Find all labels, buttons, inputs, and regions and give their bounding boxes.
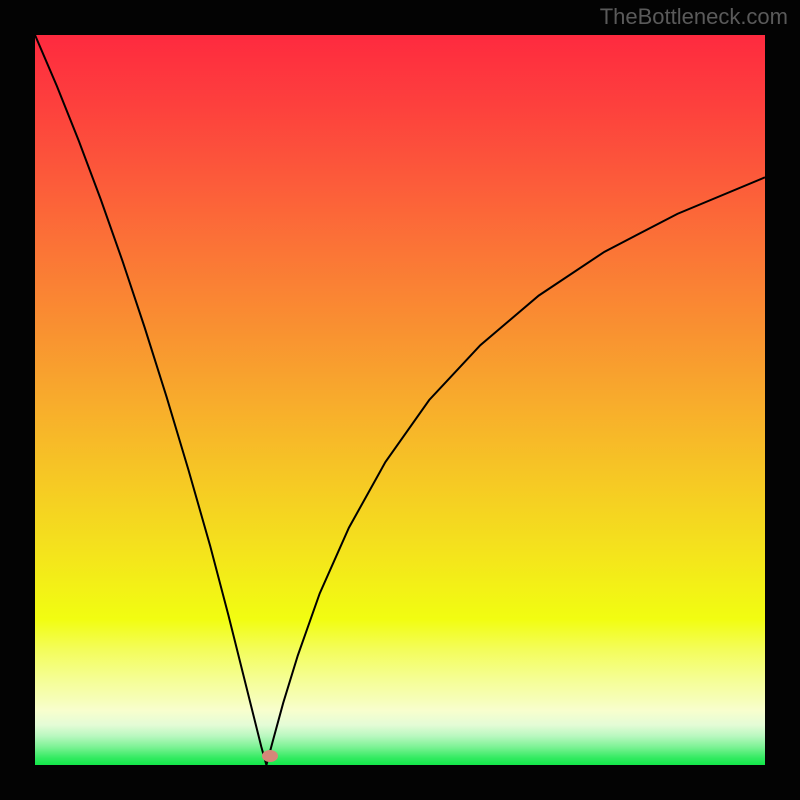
vertex-marker (262, 750, 278, 762)
plot-area (35, 35, 765, 765)
bottleneck-curve (35, 35, 765, 765)
watermark-text: TheBottleneck.com (600, 4, 788, 30)
chart-container: { "watermark": { "text": "TheBottleneck.… (0, 0, 800, 800)
